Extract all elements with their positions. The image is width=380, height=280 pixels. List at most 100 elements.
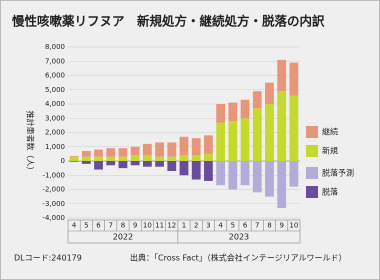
x-tick-label: 6 xyxy=(96,222,101,230)
y-tick-label: -2,000 xyxy=(42,186,65,194)
x-tick-label: 9 xyxy=(279,222,283,230)
x-tick-label: 11 xyxy=(155,222,164,230)
bar xyxy=(155,156,164,161)
bar xyxy=(265,104,274,161)
legend-swatch xyxy=(306,145,318,157)
bar xyxy=(142,155,152,161)
source: 出典：「Cross Fact」（株式会社インテージリアルワールド） xyxy=(130,253,347,263)
bar xyxy=(191,155,201,161)
bar xyxy=(240,161,250,186)
legend-swatch xyxy=(306,186,318,198)
x-tick-label: 3 xyxy=(206,222,210,230)
bar xyxy=(191,138,201,156)
bar xyxy=(81,161,91,164)
bar xyxy=(240,99,250,119)
bar xyxy=(216,122,226,161)
bar xyxy=(106,148,116,157)
x-tick-label: 10 xyxy=(289,222,298,230)
bar xyxy=(252,161,262,193)
year-label: 2022 xyxy=(113,233,133,242)
y-axis-label: 推計患者数（人） xyxy=(26,111,36,175)
bar xyxy=(277,59,287,92)
bar xyxy=(118,156,128,161)
bar xyxy=(252,108,262,161)
bar xyxy=(265,161,274,197)
x-tick-label: 1 xyxy=(182,222,186,230)
bar xyxy=(216,161,226,186)
bar xyxy=(228,161,238,190)
bar xyxy=(277,161,287,209)
bar xyxy=(106,161,116,166)
x-tick-label: 9 xyxy=(133,222,137,230)
x-tick-label: 10 xyxy=(143,222,152,230)
bar xyxy=(240,118,250,161)
bar xyxy=(289,62,299,96)
bar xyxy=(142,161,152,167)
y-tick-label: 6,000 xyxy=(45,72,65,80)
chart-title: 慢性咳嗽薬リフヌア 新規処方・継続処方・脱落の内訳 xyxy=(12,14,325,29)
legend-swatch xyxy=(306,126,318,138)
bar xyxy=(94,161,103,170)
x-tick-label: 8 xyxy=(267,222,271,230)
bar xyxy=(228,102,238,122)
bar xyxy=(81,156,91,161)
legend-label: 脱落予測 xyxy=(322,168,354,178)
bar xyxy=(130,161,140,166)
y-tick-label: 4,000 xyxy=(45,100,65,108)
y-tick-label: 0 xyxy=(61,157,65,165)
bar xyxy=(265,82,274,104)
bar xyxy=(277,91,287,161)
bar xyxy=(69,156,79,157)
bar xyxy=(167,142,177,157)
x-tick-label: 2 xyxy=(194,222,198,230)
bar xyxy=(179,136,189,156)
bar xyxy=(118,161,128,169)
y-tick-label: -3,000 xyxy=(42,200,65,208)
legend-label: 新規 xyxy=(322,146,338,156)
y-tick-label: 2,000 xyxy=(45,129,65,137)
bar xyxy=(94,156,103,161)
bar xyxy=(204,161,213,181)
bar xyxy=(106,156,116,161)
bar xyxy=(81,151,91,157)
bar xyxy=(179,155,189,161)
y-tick-label: -1,000 xyxy=(42,171,65,179)
x-tick-label: 12 xyxy=(167,222,176,230)
bar xyxy=(69,161,79,162)
bar xyxy=(289,95,299,161)
y-tick-label: 5,000 xyxy=(45,86,65,94)
bar xyxy=(69,156,79,161)
x-tick-label: 4 xyxy=(72,222,77,230)
x-tick-label: 5 xyxy=(84,222,88,230)
bar xyxy=(191,161,201,180)
year-label: 2023 xyxy=(229,233,249,242)
bar xyxy=(167,156,177,161)
x-tick-label: 4 xyxy=(218,222,223,230)
legend-label: 脱落 xyxy=(322,187,338,197)
x-axis-box xyxy=(67,219,301,244)
bar xyxy=(118,148,128,157)
bar xyxy=(130,146,140,156)
bar xyxy=(289,161,299,187)
y-tick-label: 3,000 xyxy=(45,114,65,122)
y-tick-label: 7,000 xyxy=(45,57,65,65)
bar xyxy=(216,104,226,123)
bar xyxy=(155,161,164,167)
legend-swatch xyxy=(306,167,318,179)
x-tick-label: 7 xyxy=(255,222,259,230)
bar xyxy=(155,142,164,157)
bar xyxy=(179,161,189,176)
bar xyxy=(204,135,213,154)
bar xyxy=(142,143,152,156)
x-tick-label: 5 xyxy=(231,222,235,230)
y-tick-label: 1,000 xyxy=(45,143,65,151)
x-tick-label: 8 xyxy=(121,222,125,230)
bar xyxy=(228,121,238,161)
bar xyxy=(130,155,140,161)
x-tick-label: 7 xyxy=(109,222,113,230)
legend-label: 継続 xyxy=(322,127,338,137)
x-tick-label: 6 xyxy=(243,222,248,230)
bar xyxy=(94,149,103,157)
y-tick-label: 8,000 xyxy=(45,43,65,51)
